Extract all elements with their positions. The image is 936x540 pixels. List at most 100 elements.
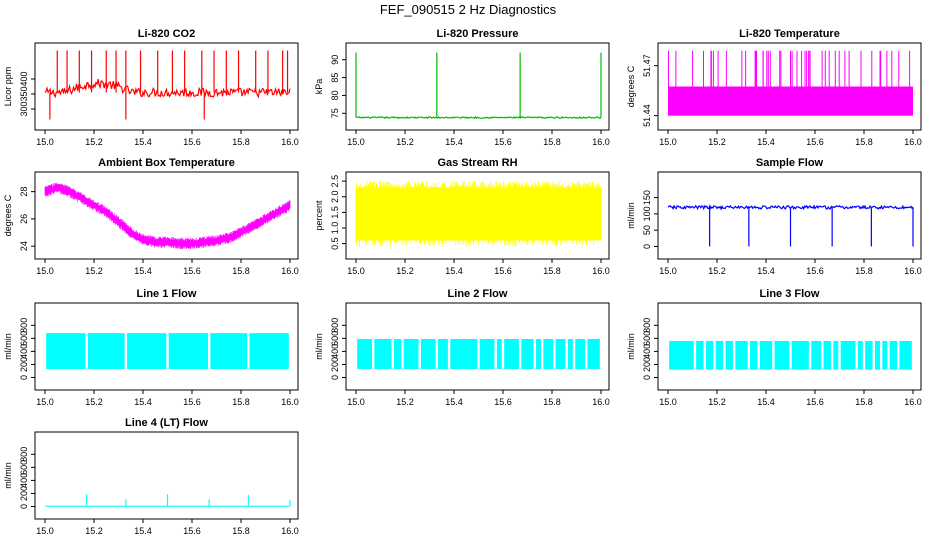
y-tick-label: 400 — [330, 344, 340, 359]
x-tick-label: 15.6 — [806, 266, 824, 276]
flow-segment — [811, 340, 822, 370]
plot-frame — [34, 171, 299, 260]
y-tick-label: 28 — [19, 187, 29, 197]
flow-segment — [899, 340, 912, 370]
y-tick-label: 200 — [642, 357, 652, 372]
x-tick-label: 15.0 — [347, 397, 365, 407]
flow-segment — [438, 339, 448, 369]
flow-segment — [496, 339, 502, 369]
y-tick-label: 100 — [642, 206, 652, 221]
y-tick-label: 2.0 — [330, 190, 340, 203]
x-tick-label: 15.2 — [85, 397, 103, 407]
flow-segment — [479, 339, 495, 369]
baseline-trace — [44, 78, 291, 99]
flow-segment — [823, 340, 831, 370]
flow-segment — [46, 333, 86, 369]
x-tick-label: 15.0 — [659, 397, 677, 407]
x-tick-label: 15.8 — [232, 397, 250, 407]
x-tick-label: 15.2 — [396, 397, 414, 407]
x-tick-label: 15.6 — [494, 397, 512, 407]
y-tick-label: 600 — [19, 331, 29, 346]
flow-segment — [521, 339, 534, 369]
y-tick-label: 0.5 — [330, 237, 340, 250]
page-title: FEF_090515 2 Hz Diagnostics — [379, 2, 557, 17]
chart-title: Li-820 Temperature — [739, 28, 840, 40]
x-tick-label: 15.8 — [232, 266, 250, 276]
x-tick-label: 15.4 — [445, 137, 463, 147]
x-tick-label: 16.0 — [904, 266, 922, 276]
y-tick-label: 400 — [642, 344, 652, 359]
y-tick-label: 0 — [642, 244, 652, 249]
flow-segment — [420, 339, 436, 369]
flow-segment — [374, 339, 392, 369]
x-tick-label: 15.4 — [134, 397, 152, 407]
chart-title: Gas Stream RH — [437, 157, 517, 169]
x-tick-label: 16.0 — [904, 137, 922, 147]
chart-title: Li-820 CO2 — [138, 28, 195, 40]
rh-trace — [355, 181, 602, 247]
temperature-trace — [44, 182, 291, 250]
y-tick-label: 85 — [330, 73, 340, 83]
baseline-trace — [355, 115, 602, 120]
x-tick-label: 15.2 — [396, 266, 414, 276]
flow-segment — [725, 340, 733, 370]
x-tick-label: 15.6 — [494, 137, 512, 147]
x-tick-label: 15.8 — [855, 137, 873, 147]
flow-segment — [587, 339, 600, 369]
plot-frame — [345, 302, 610, 391]
x-tick-label: 16.0 — [904, 397, 922, 407]
x-tick-label: 15.4 — [445, 397, 463, 407]
plot-frame — [657, 42, 922, 131]
x-tick-label: 15.0 — [659, 266, 677, 276]
flow-segment — [833, 340, 839, 370]
panel-ambient-box-temperature: Ambient Box Temperature degrees C 15.0 15.2… — [3, 157, 299, 276]
flow-segment — [127, 333, 167, 369]
plot-frame — [657, 302, 922, 391]
y-tick-label: 0 — [642, 375, 652, 380]
chart-title: Line 3 Flow — [760, 288, 820, 300]
y-tick-label: 400 — [19, 344, 29, 359]
x-tick-label: 15.4 — [757, 397, 775, 407]
x-tick-label: 15.4 — [134, 266, 152, 276]
flow-segment — [857, 340, 863, 370]
y-tick-label: 350 — [19, 86, 29, 101]
flow-segment — [536, 339, 541, 369]
x-tick-label: 15.2 — [85, 266, 103, 276]
y-tick-label: 0 — [19, 375, 29, 380]
y-axis-label: degrees C — [626, 65, 636, 107]
y-axis-label: percent — [314, 200, 324, 231]
x-tick-label: 15.8 — [855, 266, 873, 276]
flow-segment — [774, 340, 790, 370]
flow-segment — [750, 340, 758, 370]
x-tick-label: 15.8 — [543, 266, 561, 276]
chart-title: Li-820 Pressure — [437, 28, 519, 40]
x-tick-label: 15.8 — [232, 526, 250, 536]
y-tick-label: 0 — [330, 375, 340, 380]
flow-segment — [393, 339, 402, 369]
flow-segment — [249, 333, 289, 369]
flow-segment — [791, 340, 809, 370]
x-tick-label: 16.0 — [592, 137, 610, 147]
y-axis-label: degrees C — [3, 194, 13, 236]
data-series — [44, 182, 291, 250]
y-axis-label: ml/min — [3, 333, 13, 360]
y-tick-label: 400 — [19, 71, 29, 86]
x-tick-label: 15.8 — [232, 137, 250, 147]
flow-segment — [875, 340, 880, 370]
data-series — [668, 50, 913, 116]
flow-segment — [403, 339, 419, 369]
flow-segment — [575, 339, 586, 369]
y-tick-label: 75 — [330, 108, 340, 118]
x-tick-label: 15.0 — [347, 137, 365, 147]
x-tick-label: 15.0 — [659, 137, 677, 147]
x-tick-label: 15.0 — [36, 137, 54, 147]
data-series — [667, 204, 914, 247]
x-tick-label: 15.4 — [134, 526, 152, 536]
y-tick-label: 51.47 — [642, 54, 652, 77]
flow-segment — [543, 339, 554, 369]
y-axis-label: kPa — [314, 79, 324, 95]
y-tick-label: 200 — [330, 357, 340, 372]
y-tick-label: 1.0 — [330, 222, 340, 235]
x-tick-label: 15.0 — [36, 266, 54, 276]
